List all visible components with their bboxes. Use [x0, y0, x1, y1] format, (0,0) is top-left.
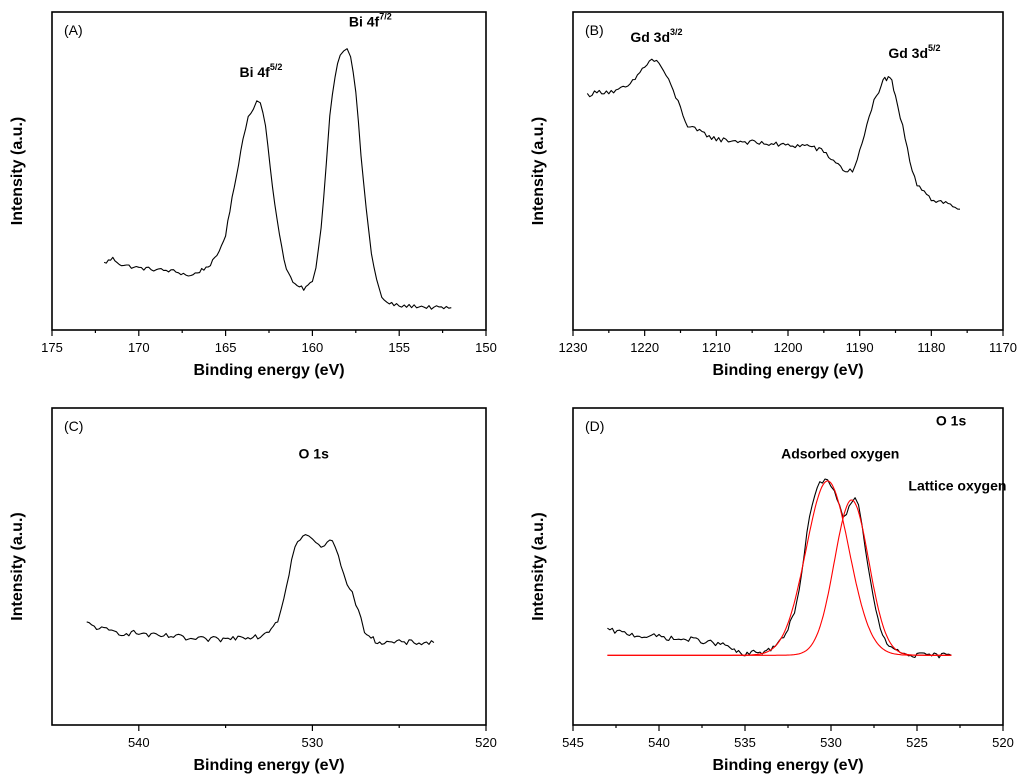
peak-annotation: Bi 4f7/2: [349, 11, 392, 29]
y-axis-label: Intensity (a.u.): [530, 117, 547, 225]
panel-tag: (C): [64, 418, 83, 434]
peak-annotation: Bi 4f5/2: [239, 62, 282, 80]
x-tick-label: 540: [128, 735, 150, 750]
x-tick-label: 150: [475, 340, 497, 355]
x-axis-label: Binding energy (eV): [193, 757, 344, 774]
panel-tag: (A): [64, 22, 83, 38]
x-tick-label: 1210: [702, 340, 731, 355]
panel-b: 1230 1220 1210 1200 1190 1180 1170 Binding ener…: [530, 11, 1017, 379]
peak-annotation: O 1s: [936, 412, 967, 428]
x-tick-label: 1220: [630, 340, 659, 355]
panel-tag: (B): [585, 22, 604, 38]
x-axis-label: Binding energy (eV): [193, 362, 344, 379]
x-tick-label: 525: [906, 735, 928, 750]
panel-d: 545 540 535 530 525 520 Binding energy (eV) Int…: [530, 407, 1014, 774]
peak-annotation: O 1s: [299, 446, 330, 462]
spectrum-line: [86, 534, 435, 646]
x-tick-label: 535: [734, 735, 756, 750]
x-tick-label: 520: [992, 735, 1014, 750]
peak-annotation: Adsorbed oxygen: [781, 446, 899, 462]
fit-curve: [607, 480, 952, 656]
plot-frame: [51, 407, 487, 726]
x-tick-label: 170: [128, 340, 150, 355]
spectrum-line: [607, 478, 952, 659]
x-tick-label: 155: [388, 340, 410, 355]
x-tick-label: 1170: [989, 340, 1017, 355]
spectrum-line: [103, 48, 452, 310]
x-tick-label: 1190: [846, 340, 874, 355]
x-tick-label: 545: [562, 735, 584, 750]
peak-annotation: Gd 3d3/2: [630, 27, 682, 45]
peak-annotation: Gd 3d5/2: [888, 43, 940, 61]
panel-c: 540 530 520 Binding energy (eV) Intensity (a…: [9, 407, 497, 774]
y-axis-label: Intensity (a.u.): [530, 512, 547, 620]
plot-frame: [572, 11, 1004, 331]
x-tick-label: 160: [302, 340, 324, 355]
x-tick-label: 530: [302, 735, 324, 750]
x-tick-label: 175: [41, 340, 63, 355]
x-tick-label: 1230: [559, 340, 588, 355]
y-axis-label: Intensity (a.u.): [9, 117, 26, 225]
x-tick-label: 520: [475, 735, 497, 750]
spectrum-line: [586, 58, 961, 210]
panel-tag: (D): [585, 418, 604, 434]
x-tick-label: 530: [820, 735, 842, 750]
peak-annotation: Lattice oxygen: [908, 477, 1006, 493]
x-tick-label: 1200: [774, 340, 803, 355]
y-axis-label: Intensity (a.u.): [9, 512, 26, 620]
x-tick-label: 540: [648, 735, 670, 750]
plot-frame: [51, 11, 487, 331]
x-tick-label: 165: [215, 340, 237, 355]
x-axis-label: Binding energy (eV): [712, 362, 863, 379]
x-axis-label: Binding energy (eV): [712, 757, 863, 774]
x-tick-label: 1180: [917, 340, 945, 355]
panel-a: 175 170 165 160 155 150 Binding energy (eV) Int…: [9, 11, 497, 379]
fit-curve: [607, 499, 952, 656]
